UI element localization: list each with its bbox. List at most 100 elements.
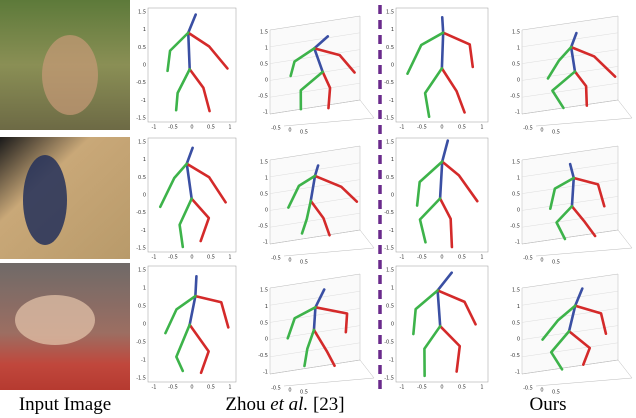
tick-label: 0: [143, 322, 146, 328]
tick-label: 1: [391, 27, 394, 33]
tick-label: -0.5: [523, 126, 533, 132]
tick-label: -1: [263, 240, 268, 246]
bone: [287, 174, 317, 209]
tick-label: -1: [515, 110, 520, 116]
tick-label: -1: [389, 98, 394, 104]
tick-label: -1: [152, 385, 157, 391]
tick-label: 0.5: [260, 320, 268, 326]
bone: [312, 328, 336, 368]
bone: [440, 15, 445, 70]
tick-label: -1: [515, 370, 520, 376]
bone: [314, 306, 349, 334]
pane-grid: [269, 212, 361, 228]
caption: Ours: [530, 394, 567, 415]
tick-label: -0.5: [136, 210, 146, 216]
tick-label: 0.5: [458, 125, 466, 131]
tick-label: 1.5: [512, 160, 520, 166]
axes-box: [147, 137, 237, 253]
pane-grid: [521, 162, 619, 178]
bone: [185, 146, 194, 201]
plots: 1.5 1 0.5 0 -0.5 -1 -1.5 -1 -0.5 0 0.5 1 1.5 1 0.5 0 -0.…: [136, 7, 633, 396]
tick-label: 0.5: [138, 45, 146, 51]
tick-label: -0.5: [271, 126, 281, 132]
caption-part: [23]: [308, 394, 344, 415]
tick-label: 1: [391, 157, 394, 163]
tick-label: 1.5: [260, 160, 268, 166]
bone: [436, 271, 453, 328]
bone: [164, 294, 197, 335]
tick-label: 0.5: [260, 62, 268, 68]
tick-label: 0.5: [386, 45, 394, 51]
tick-label: 0.5: [552, 390, 560, 396]
bone: [190, 197, 211, 243]
tick-label: 0: [288, 128, 291, 134]
tick-label: 0.5: [512, 62, 520, 68]
pane-grid: [269, 342, 361, 358]
tick-label: 0.5: [300, 260, 308, 266]
tick-label: 0: [143, 193, 146, 199]
tick-label: -0.5: [417, 385, 427, 391]
tick-label: -1.5: [384, 246, 394, 252]
bone: [309, 199, 331, 237]
tick-label: 0.5: [207, 255, 215, 261]
tick-label: 1: [480, 255, 483, 261]
tick-label: 0: [190, 385, 193, 391]
tick-label: -1.5: [136, 116, 146, 122]
tick-label: 0.5: [458, 385, 466, 391]
tick-label: 0: [517, 208, 520, 214]
tick-label: 0.5: [552, 130, 560, 136]
pane-grid: [521, 49, 619, 64]
tick-label: 0: [540, 128, 543, 134]
tick-label: 0: [517, 337, 520, 343]
bone: [289, 47, 316, 78]
tick-label: 1: [517, 176, 520, 182]
tick-label: 1: [143, 286, 146, 292]
pane-grid: [521, 66, 619, 81]
bone: [300, 199, 313, 235]
tick-label: 0.5: [458, 255, 466, 261]
bone: [423, 324, 442, 378]
tick-label: 1: [517, 46, 520, 52]
bone: [418, 197, 442, 244]
tick-label: -0.5: [258, 224, 268, 230]
pane-grid: [269, 162, 361, 178]
tick-label: -1: [389, 358, 394, 364]
bone: [158, 162, 189, 209]
pane-grid: [269, 32, 361, 48]
bone: [549, 329, 571, 371]
tick-label: 1.5: [512, 288, 520, 294]
bone: [415, 160, 444, 207]
bone: [423, 67, 444, 119]
tick-label: -1: [141, 228, 146, 234]
tick-label: 0: [288, 388, 291, 394]
tick-label: 0: [265, 337, 268, 343]
bone: [178, 197, 193, 249]
person: [15, 295, 95, 345]
pane-grid: [269, 290, 361, 306]
tick-label: -0.5: [258, 94, 268, 100]
pane-grid: [269, 179, 361, 194]
bone: [440, 67, 466, 114]
tick-label: -1: [152, 125, 157, 131]
tick-label: 1: [143, 157, 146, 163]
bone: [188, 323, 210, 375]
tick-label: -0.5: [384, 340, 394, 346]
pane-grid: [269, 66, 361, 81]
bone: [440, 160, 479, 203]
axes-box: [395, 7, 489, 123]
tick-label: 1: [228, 385, 231, 391]
floor: [269, 99, 375, 127]
pane-grid: [521, 290, 619, 306]
tick-label: 0.5: [300, 390, 308, 396]
tick-label: 1.5: [512, 30, 520, 36]
tick-label: 0.5: [207, 125, 215, 131]
bone: [186, 31, 229, 70]
tick-label: 1: [228, 255, 231, 261]
tick-label: 1: [480, 125, 483, 131]
tick-label: 0: [440, 125, 443, 131]
pane-grid: [521, 82, 619, 98]
bone: [436, 289, 477, 326]
tick-label: 0: [391, 63, 394, 69]
